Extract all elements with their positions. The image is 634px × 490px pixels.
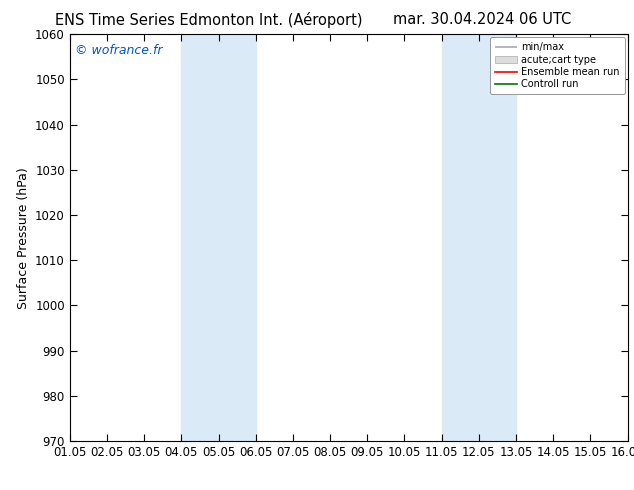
Legend: min/max, acute;cart type, Ensemble mean run, Controll run: min/max, acute;cart type, Ensemble mean … (490, 37, 624, 94)
Bar (442, 34, 516, 441)
Bar (181, 34, 256, 441)
Text: © wofrance.fr: © wofrance.fr (75, 45, 163, 57)
Y-axis label: Surface Pressure (hPa): Surface Pressure (hPa) (16, 167, 30, 309)
Text: mar. 30.04.2024 06 UTC: mar. 30.04.2024 06 UTC (392, 12, 571, 27)
Text: ENS Time Series Edmonton Int. (Aéroport): ENS Time Series Edmonton Int. (Aéroport) (55, 12, 363, 28)
